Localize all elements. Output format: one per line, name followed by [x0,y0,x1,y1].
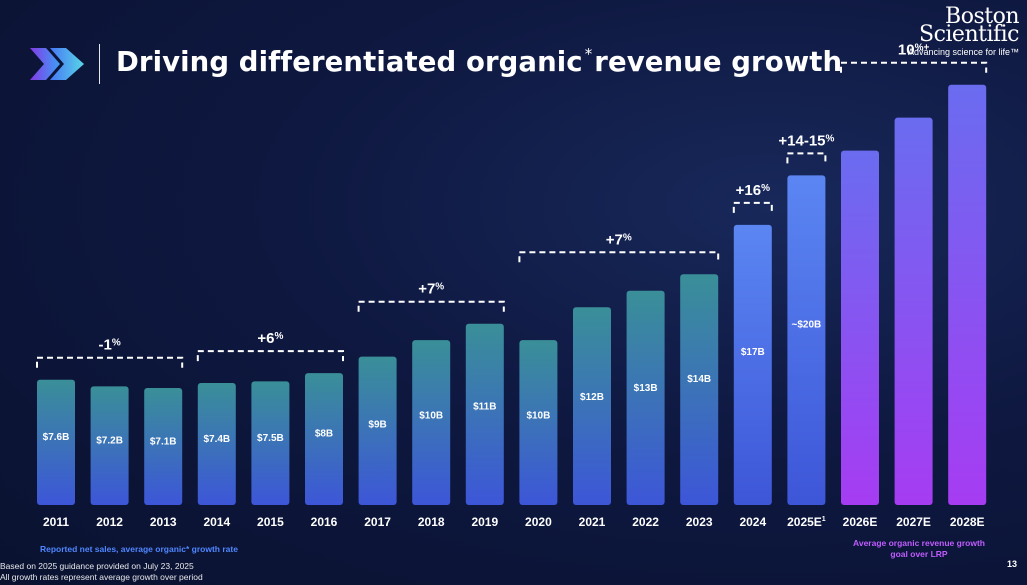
chevron-arrows-icon [30,48,84,80]
bar-2016 [305,373,343,505]
x-tick-label: 2015 [257,515,284,529]
bar-2025E [787,175,826,506]
growth-rate-unit: % [112,338,121,349]
growth-rate-value: +7 [418,281,435,298]
bar-value-label: $11B [473,401,496,412]
growth-rate-label: +7% [418,281,444,298]
bar-2012 [90,386,129,505]
bar-2011 [37,379,75,505]
x-tick-label: 2019 [471,515,498,529]
bar-2024 [733,224,772,505]
page-title: Driving differentiated organic *revenue g… [116,44,843,78]
bar-value-label: $10B [526,410,550,421]
lrp-goal-note-line2: goal over LRP [890,549,948,559]
growth-rate-unit: % [623,232,632,243]
bar-2027E [894,117,933,506]
x-tick-label: 2011 [43,515,69,529]
growth-rate-label: +6% [257,330,283,347]
growth-rate-label: -1% [98,337,120,354]
x-tick-label: 2013 [150,515,177,529]
bar-2014 [197,383,236,505]
growth-rate-value: +6 [257,330,274,347]
fine-print-guidance: Based on 2025 guidance provided on July … [0,561,194,571]
growth-rate-label: +16% [736,182,770,199]
title-divider [99,44,100,84]
growth-rate-label: +7% [606,231,632,248]
x-tick-label: 2023 [686,515,713,529]
bar-value-label: $7.4B [203,434,230,445]
bar-value-label: $10B [419,410,443,421]
x-tick-superscript: 1 [822,516,826,523]
growth-rate-value: 10 [898,42,915,59]
bar-2015 [251,381,290,505]
x-tick-label: 2016 [311,515,338,529]
growth-rate-value: +14-15 [778,132,825,149]
growth-rate-unit: %+ [915,43,930,54]
bar-value-label: $12B [580,392,604,403]
x-tick-label: 2022 [632,515,659,529]
growth-rate-value: -1 [98,337,111,354]
x-tick-label: 2028E [950,515,985,529]
fine-print-growth-rates: All growth rates represent average growt… [0,572,203,582]
bar-2013 [144,387,183,505]
title-main: Driving differentiated organic [116,46,583,78]
bar-2026E [841,150,879,506]
title-asterisk: * [584,44,593,63]
bar-value-label: ~$20B [792,320,822,331]
growth-rate-label: 10%+ [898,42,930,59]
bar-value-label: $7.1B [150,437,177,448]
growth-bracket [196,350,344,362]
growth-bracket [357,300,505,312]
growth-rate-unit: % [275,331,284,342]
growth-rate-unit: % [826,133,835,144]
growth-bracket [786,152,827,164]
x-tick-label: 2021 [579,515,606,529]
x-tick-label: 2025E1 [787,515,826,529]
bar-2022 [626,290,665,505]
bar-2020 [519,340,558,505]
x-tick-label: 2017 [364,515,391,529]
bar-value-label: $9B [368,419,386,430]
title-end: revenue growth [594,46,843,78]
lrp-goal-note-line1: Average organic revenue growth [853,538,985,548]
x-tick-label: 2027E [896,515,931,529]
x-tick-label: 2014 [203,515,230,529]
x-tick-label: 2024 [739,515,766,529]
fine-print: Based on 2025 guidance provided on July … [0,561,203,583]
bar-value-label: $7.6B [43,432,70,443]
growth-rate-label: +14-15% [778,132,834,149]
bar-value-label: $7.2B [96,436,123,447]
x-tick-label: 2012 [96,515,123,529]
brand-tagline: Advancing science for life™ [907,47,1019,57]
bar-2021 [573,307,611,505]
growth-rate-unit: % [761,183,770,194]
bar-2019 [465,323,504,505]
chart-footnote: Reported net sales, average organic* gro… [40,544,238,554]
x-tick-label: 2020 [525,515,552,529]
bar-value-label: $17B [741,347,765,358]
growth-rate-unit: % [435,282,444,293]
x-tick-label: 2018 [418,515,445,529]
bar-2018 [412,340,451,505]
brand-name-line2: Scientific [919,22,1020,47]
growth-bracket [840,61,988,73]
growth-bracket [732,201,773,213]
bar-value-label: $13B [634,383,658,394]
growth-bracket [518,251,720,263]
bar-2023 [680,274,719,505]
bar-2028E [948,84,987,505]
bar-value-label: $7.5B [257,433,284,444]
growth-rate-value: +16 [736,182,761,199]
page-number: 13 [1006,559,1017,569]
bar-value-label: $14B [687,374,711,385]
x-tick-label: 2026E [843,515,878,529]
brand-logo: Boston Scientific Advancing science for … [899,4,1020,58]
growth-bracket [36,356,184,368]
brand-name-line1: Boston [945,4,1019,29]
bar-2017 [358,356,397,505]
bar-value-label: $8B [315,428,333,439]
growth-rate-value: +7 [606,231,623,248]
lrp-goal-note: Average organic revenue growth goal over… [840,538,998,560]
